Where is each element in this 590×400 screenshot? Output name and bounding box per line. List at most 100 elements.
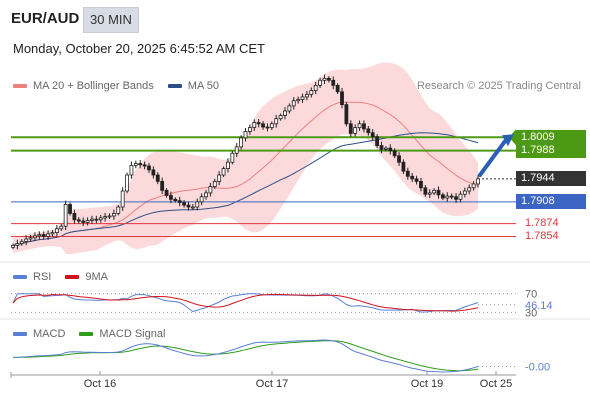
candle (471, 181, 476, 191)
candle (221, 166, 226, 178)
candle-body (204, 192, 208, 198)
candle (379, 141, 384, 154)
candle-body (195, 201, 200, 208)
candle-body (436, 189, 441, 196)
candle (28, 234, 33, 242)
rsi-line (12, 293, 479, 313)
level-label-1-7854: 1.7854 (525, 229, 559, 242)
candle-body (252, 122, 257, 129)
time-tick-label: Oct 19 (411, 378, 443, 390)
candle (68, 202, 72, 216)
time-tick-label: Oct 16 (84, 378, 116, 390)
candle (133, 160, 138, 169)
candle (120, 187, 125, 211)
candle (19, 239, 24, 246)
rsi-ma-legend-label: 9MA (85, 271, 108, 283)
candle-body (296, 99, 301, 102)
candle (54, 224, 59, 237)
candle-body (388, 147, 393, 152)
candle (265, 123, 270, 132)
candle-body (221, 168, 226, 176)
candle (344, 101, 349, 127)
candle (247, 124, 252, 135)
timeframe-badge[interactable]: 30 MIN (83, 7, 139, 33)
candle-body (471, 183, 476, 189)
candle (190, 204, 195, 210)
candle (195, 198, 200, 211)
candle-body (94, 218, 99, 221)
candle-body (445, 195, 450, 199)
candle-body (283, 110, 287, 116)
candle (46, 230, 50, 241)
level-label-1-7944: 1.7944 (516, 171, 586, 187)
forecast-arrow-head (502, 134, 514, 147)
candle (182, 199, 186, 208)
candle (383, 146, 388, 152)
candle-body (287, 105, 292, 112)
candle (283, 107, 287, 120)
candle-body (348, 123, 353, 134)
candle (160, 177, 165, 195)
rsi-ma-swatch (65, 275, 80, 279)
level-label-1-7874: 1.7874 (525, 217, 559, 230)
candle (24, 235, 29, 246)
candle-body (76, 219, 81, 222)
candle-body (256, 122, 261, 125)
candlesticks (11, 74, 480, 250)
candle (33, 232, 37, 242)
candle-body (81, 220, 86, 223)
candle (129, 161, 134, 179)
candle-body (226, 161, 230, 169)
candle (230, 150, 235, 165)
candle (436, 186, 441, 199)
candle-body (199, 196, 204, 203)
candle-body (405, 170, 410, 177)
macd-panel: -0.00 (12, 339, 550, 373)
candle-body (309, 90, 314, 95)
candle (50, 229, 55, 237)
candle-body (28, 237, 33, 240)
rsi-ma-line (12, 293, 479, 312)
macd-signal-line (13, 340, 479, 372)
level-label-1-7988: 1.7988 (516, 143, 586, 159)
candle (243, 127, 248, 142)
candle-body (261, 123, 265, 128)
rsi-legend: RSI 9MA (13, 271, 108, 283)
candle (138, 159, 143, 169)
candle (164, 188, 169, 198)
candle-body (476, 178, 480, 185)
candle (208, 182, 213, 197)
candle-body (72, 212, 77, 221)
candle (449, 193, 454, 200)
candle-body (177, 200, 182, 203)
candle (366, 126, 371, 136)
candle-body (414, 178, 419, 182)
candle (454, 193, 458, 203)
candle (423, 185, 428, 197)
candle-body (340, 91, 344, 106)
candle-body (370, 132, 375, 137)
candle (340, 88, 344, 109)
macd-legend: MACD MACD Signal (13, 328, 165, 340)
candle-body (458, 193, 463, 200)
candle (335, 83, 340, 94)
candle-body (269, 123, 274, 129)
candle-body (90, 218, 94, 221)
candle (353, 124, 358, 137)
candle (252, 119, 257, 131)
candle-body (462, 190, 467, 195)
copyright-note: Research © 2025 Trading Central (416, 80, 581, 92)
candle (458, 191, 463, 203)
timestamp: Monday, October 20, 2025 6:45:52 AM CET (13, 41, 265, 56)
candle (63, 200, 68, 231)
candle-body (59, 225, 64, 230)
macd-swatch (13, 332, 27, 336)
candle (397, 152, 401, 166)
candle-body (274, 118, 279, 125)
candle (173, 197, 178, 203)
candle-body (160, 180, 165, 191)
candle-body (186, 204, 191, 208)
candle-body (247, 127, 252, 132)
